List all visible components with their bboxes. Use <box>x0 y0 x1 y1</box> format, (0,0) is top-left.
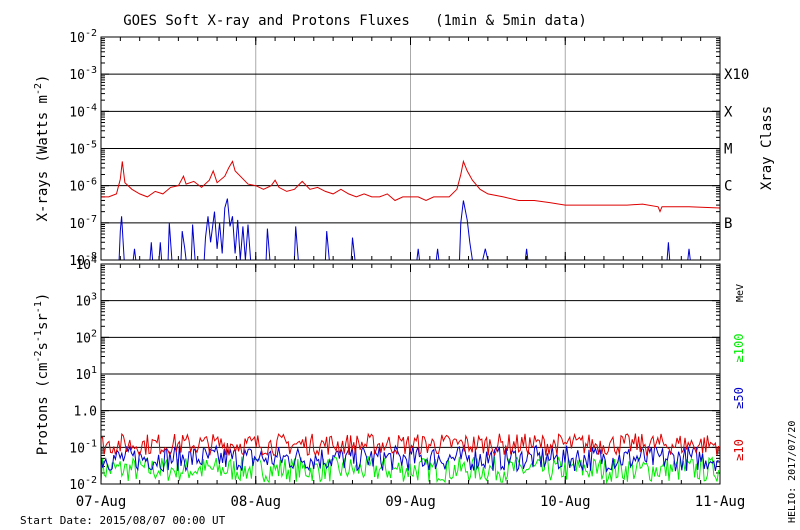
xray-panel: 10-8 10-7 10-6 10-5 10-4 10-3 10-2 B C M X X10 Xray … <box>33 28 775 269</box>
x-axis: 07-Aug 08-Aug 09-Aug 10-Aug 11-Aug <box>76 37 746 510</box>
xray-class-label: X <box>724 104 733 120</box>
xray-ytick-label: 10-4 <box>69 102 97 120</box>
x-tick-label: 08-Aug <box>230 494 281 510</box>
x-tick-label: 09-Aug <box>385 494 436 510</box>
xray-ytick-label: 10-7 <box>69 214 97 232</box>
xray-ytick-label: 10-8 <box>69 251 97 269</box>
chart-title: GOES Soft X-ray and Protons Fluxes (1min… <box>123 13 587 29</box>
proton-ytick-label: 101 <box>75 365 97 383</box>
xray-ylabel: X-rays (Watts m-2) <box>33 75 51 222</box>
xray-long-wave-line <box>101 159 721 213</box>
xray-class-label: M <box>724 142 732 158</box>
xray-ytick-label: 10-2 <box>69 28 97 46</box>
xray-class-label: X10 <box>724 67 749 83</box>
proton-ytick-label: 104 <box>75 255 97 273</box>
proton-ytick-label: 103 <box>75 292 97 310</box>
start-date-label: Start Date: 2015/08/07 00:00 UT <box>20 514 226 527</box>
proton-panel: 10-2 10-1 1.0 101 102 103 104 MeV ≥100 ≥50 ≥10 Prot… <box>33 255 746 493</box>
xray-class-label: C <box>724 179 732 195</box>
xray-ytick-label: 10-5 <box>69 140 97 158</box>
proton-ytick-label: 10-1 <box>69 438 97 456</box>
proton-legend-entry: ≥10 <box>732 439 746 461</box>
xray-class-axis-label: Xray Class <box>759 106 775 190</box>
proton-ytick-label: 1.0 <box>74 405 97 420</box>
proton-legend-entry: ≥100 <box>732 334 746 363</box>
x-tick-label: 11-Aug <box>695 494 746 510</box>
proton-legend-entry: ≥50 <box>732 387 746 409</box>
proton-ytick-label: 102 <box>75 328 97 346</box>
x-tick-label: 10-Aug <box>540 494 591 510</box>
credit-label: HELIO: 2017/07/20 <box>787 421 798 523</box>
proton-series-line <box>100 455 720 485</box>
xray-class-label: B <box>724 216 732 232</box>
proton-series-line <box>100 432 720 457</box>
xray-ytick-label: 10-6 <box>69 177 97 195</box>
x-tick-label: 07-Aug <box>76 494 127 510</box>
proton-ylabel: Protons (cm-2s-1sr-1) <box>33 293 51 456</box>
xray-ytick-label: 10-3 <box>69 65 97 83</box>
proton-ytick-label: 10-2 <box>69 475 97 493</box>
proton-unit-label: MeV <box>735 284 746 302</box>
